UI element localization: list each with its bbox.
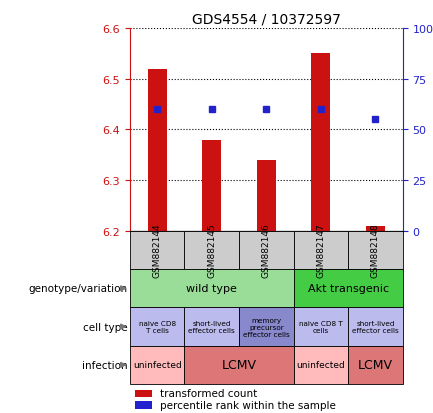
Text: GSM882145: GSM882145 — [207, 223, 216, 278]
Text: genotype/variation: genotype/variation — [28, 284, 127, 294]
Text: GSM882148: GSM882148 — [371, 223, 380, 278]
Text: short-lived
effector cells: short-lived effector cells — [188, 320, 235, 333]
Bar — [184, 346, 294, 384]
Bar — [311, 54, 330, 231]
Bar — [130, 231, 184, 270]
Text: percentile rank within the sample: percentile rank within the sample — [160, 400, 336, 410]
Bar — [130, 346, 184, 384]
Text: uninfected: uninfected — [297, 361, 345, 370]
Text: LCMV: LCMV — [222, 358, 256, 371]
Bar — [184, 308, 239, 346]
Text: wild type: wild type — [186, 284, 237, 294]
Text: GSM882144: GSM882144 — [153, 223, 162, 278]
Text: LCMV: LCMV — [358, 358, 393, 371]
Text: short-lived
effector cells: short-lived effector cells — [352, 320, 399, 333]
Text: Akt transgenic: Akt transgenic — [307, 284, 389, 294]
Bar — [348, 346, 403, 384]
Bar — [257, 161, 276, 231]
Bar — [136, 401, 152, 409]
Bar — [130, 308, 184, 346]
Text: naive CD8
T cells: naive CD8 T cells — [139, 320, 176, 333]
Bar — [366, 226, 385, 231]
Text: transformed count: transformed count — [160, 388, 257, 398]
Bar — [184, 231, 239, 270]
Text: naive CD8 T
cells: naive CD8 T cells — [299, 320, 343, 333]
Title: GDS4554 / 10372597: GDS4554 / 10372597 — [192, 12, 341, 26]
Text: infection: infection — [81, 360, 127, 370]
Bar — [294, 270, 403, 308]
Text: cell type: cell type — [83, 322, 127, 332]
Bar — [294, 346, 348, 384]
Bar — [136, 390, 152, 397]
Bar — [239, 231, 294, 270]
Bar — [239, 308, 294, 346]
Bar — [348, 231, 403, 270]
Text: GSM882146: GSM882146 — [262, 223, 271, 278]
Text: memory
precursor
effector cells: memory precursor effector cells — [243, 317, 290, 337]
Bar — [130, 270, 294, 308]
Bar — [294, 308, 348, 346]
Bar — [348, 308, 403, 346]
Text: uninfected: uninfected — [133, 361, 181, 370]
Text: GSM882147: GSM882147 — [317, 223, 325, 278]
Bar — [202, 140, 221, 231]
Bar — [148, 69, 167, 231]
Bar — [294, 231, 348, 270]
